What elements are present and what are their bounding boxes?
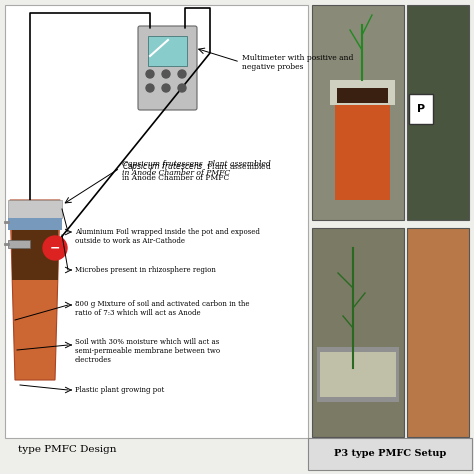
Circle shape	[162, 70, 170, 78]
Polygon shape	[8, 200, 62, 218]
Text: Multimeter with positive and
negative probes: Multimeter with positive and negative pr…	[242, 54, 354, 71]
Text: $\it{Capsicum\ frutescens}$  Plant assembled
in Anode Chamber of PMFC: $\it{Capsicum\ frutescens}$ Plant assemb…	[122, 160, 272, 182]
Bar	[337, 88, 388, 103]
Bar	[407, 5, 469, 220]
Text: P3 type PMFC Setup: P3 type PMFC Setup	[334, 449, 446, 458]
Bar	[8, 218, 30, 226]
FancyBboxPatch shape	[308, 438, 472, 470]
Text: Capsicum frutescens  Plant assembled
in Anode Chamber of PMFC: Capsicum frutescens Plant assembled in A…	[122, 160, 271, 177]
Text: P: P	[417, 104, 425, 114]
Bar	[312, 228, 404, 437]
Text: Aluminium Foil wrapped inside the pot and exposed
outside to work as Air-Cathode: Aluminium Foil wrapped inside the pot an…	[75, 228, 260, 245]
Bar	[320, 352, 396, 397]
FancyBboxPatch shape	[138, 26, 197, 110]
Text: Microbes present in rhizosphere region: Microbes present in rhizosphere region	[75, 266, 216, 274]
Circle shape	[146, 84, 154, 92]
Circle shape	[178, 84, 186, 92]
Bar	[8, 218, 62, 230]
FancyBboxPatch shape	[409, 94, 433, 124]
Bar	[335, 80, 390, 200]
Circle shape	[178, 70, 186, 78]
Circle shape	[162, 84, 170, 92]
Circle shape	[146, 70, 154, 78]
Text: Soil with 30% moisture which will act as
semi-permeable membrane between two
ele: Soil with 30% moisture which will act as…	[75, 338, 220, 365]
Text: Plastic plant growing pot: Plastic plant growing pot	[75, 386, 164, 394]
Bar	[8, 240, 30, 248]
Text: 800 g Mixture of soil and activated carbon in the
ratio of 7:3 which will act as: 800 g Mixture of soil and activated carb…	[75, 300, 249, 317]
Bar	[317, 347, 399, 402]
Circle shape	[43, 236, 67, 260]
Text: −: −	[50, 241, 60, 255]
Text: type PMFC Design: type PMFC Design	[18, 445, 117, 454]
Bar	[330, 80, 395, 105]
Polygon shape	[10, 200, 60, 380]
Bar	[5, 5, 308, 438]
Bar	[312, 5, 404, 220]
Bar	[407, 228, 469, 437]
Polygon shape	[12, 205, 58, 280]
Bar	[148, 36, 187, 66]
